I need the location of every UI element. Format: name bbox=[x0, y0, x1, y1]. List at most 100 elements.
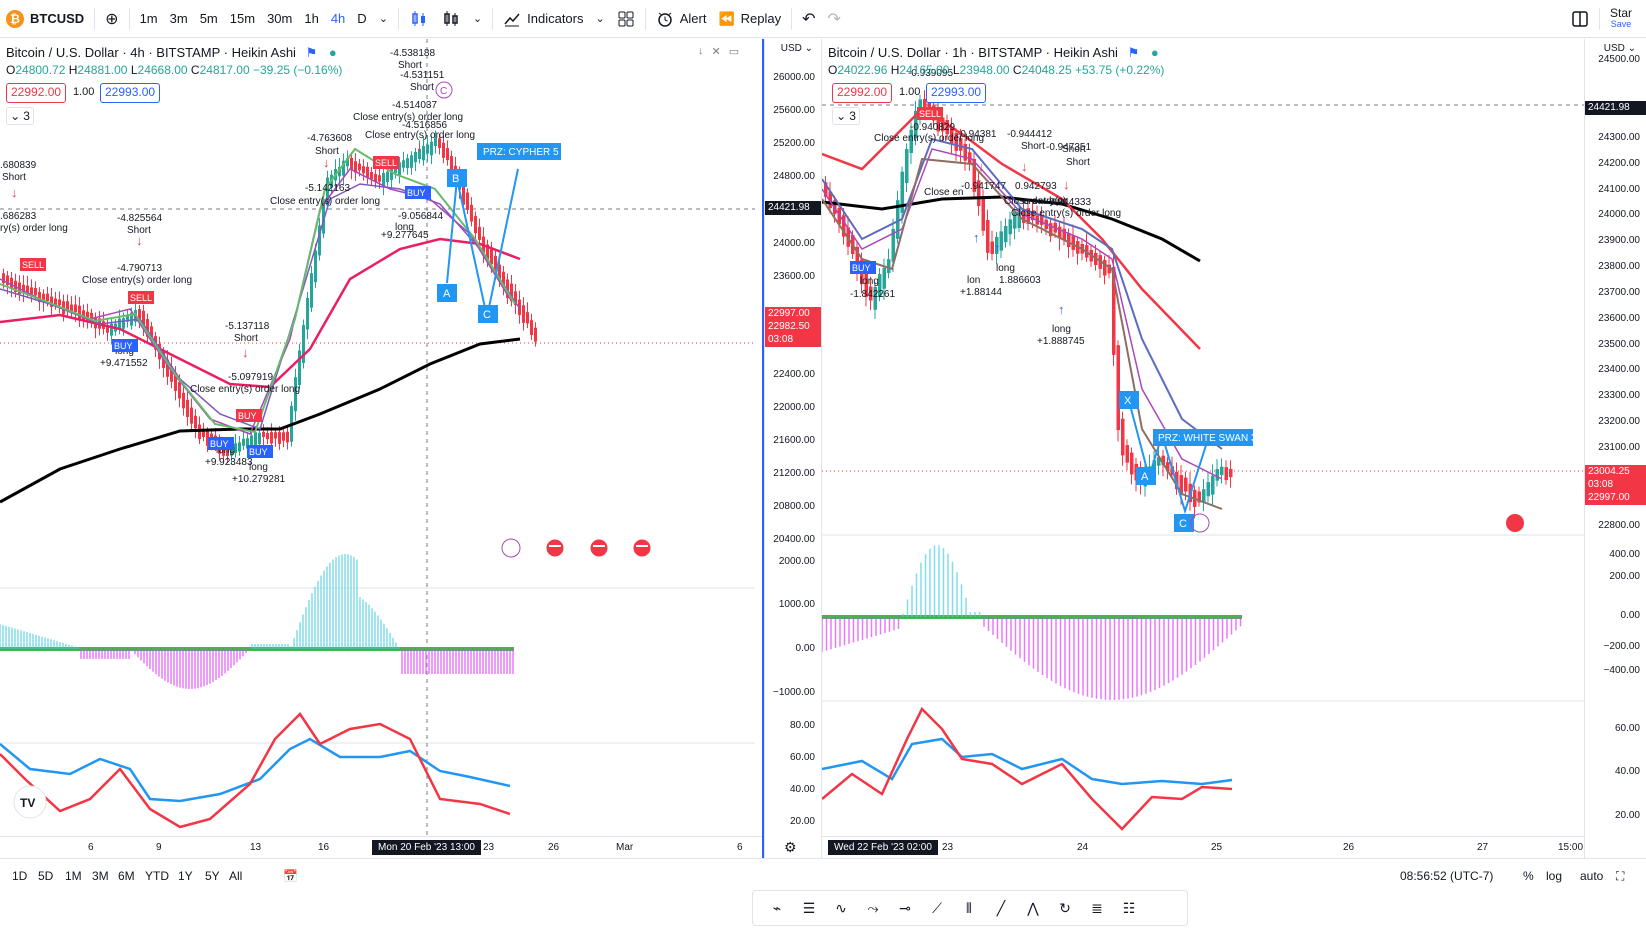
left-qty[interactable]: 1.00 bbox=[73, 86, 95, 98]
candle bbox=[474, 216, 477, 234]
range-6m[interactable]: 6M bbox=[118, 869, 135, 883]
currency-selector[interactable]: USD ⌄ bbox=[780, 43, 813, 54]
symbol-search[interactable]: ₿ BTCUSD bbox=[0, 0, 90, 38]
candle bbox=[842, 215, 846, 237]
bar-style-candles-button[interactable] bbox=[403, 0, 435, 38]
range-5y[interactable]: 5Y bbox=[205, 869, 220, 883]
long-arrow-icon: ↑ bbox=[1058, 302, 1065, 317]
head-shoulders-tool[interactable]: ⋀ bbox=[1021, 898, 1045, 918]
left-price-scale[interactable]: USD ⌄ 26000.00 25600.00 25200.00 24800.00 244… bbox=[764, 39, 822, 858]
left-sell-button[interactable]: 22992.00 bbox=[6, 83, 67, 103]
range-1y[interactable]: 1Y bbox=[178, 869, 193, 883]
chart-type-dropdown[interactable]: ⌄ bbox=[467, 0, 488, 38]
layout-toggle-button[interactable] bbox=[1565, 0, 1595, 38]
currency-selector[interactable]: USD ⌄ bbox=[1603, 43, 1636, 54]
price-tick: 25600.00 bbox=[773, 105, 815, 116]
trade-annotation: -4.763608 bbox=[307, 133, 352, 144]
xabcd-pattern-tool[interactable]: ⌁ bbox=[765, 898, 789, 918]
right-chart-pane[interactable]: X A C PRZ: WHITE SWAN 3 -0.939095 -0.940829 Cl… bbox=[822, 39, 1584, 858]
left-price-axis[interactable] bbox=[755, 39, 762, 836]
interval-dropdown[interactable]: ⌄ bbox=[373, 0, 394, 38]
right-time-axis[interactable]: 23 24 25 26 27 15:00 Wed 22 Feb '23 02:00 bbox=[822, 836, 1584, 858]
symbol-label: BTCUSD bbox=[30, 11, 85, 26]
right-sell-button[interactable]: 22992.00 bbox=[832, 83, 893, 103]
candle bbox=[494, 255, 497, 275]
interval-15m[interactable]: 15m bbox=[229, 11, 256, 26]
fullscreen-button[interactable]: ⛶ bbox=[1616, 869, 1624, 884]
range-1d[interactable]: 1D bbox=[12, 869, 28, 883]
right-indicator-collapse[interactable]: ⌄ 3 bbox=[832, 107, 860, 125]
maximize-icon[interactable]: ▭ bbox=[728, 46, 740, 58]
range-1m[interactable]: 1M bbox=[65, 869, 82, 883]
interval-3m[interactable]: 3m bbox=[169, 11, 188, 26]
time-tick: 23 bbox=[942, 842, 954, 853]
wave-tool[interactable]: ∿ bbox=[829, 898, 853, 918]
indicators-dropdown[interactable]: ⌄ bbox=[590, 0, 611, 38]
interval-1m[interactable]: 1m bbox=[139, 11, 158, 26]
interval-d[interactable]: D bbox=[357, 11, 367, 26]
undo-button[interactable]: ↶ bbox=[796, 0, 821, 38]
more-tools[interactable]: ☷ bbox=[1117, 898, 1141, 918]
divider bbox=[94, 7, 96, 30]
interval-30m[interactable]: 30m bbox=[267, 11, 293, 26]
interval-1h[interactable]: 1h bbox=[304, 11, 319, 26]
candle bbox=[1229, 468, 1233, 478]
candle bbox=[434, 137, 437, 146]
range-all[interactable]: All bbox=[229, 869, 243, 883]
right-qty[interactable]: 1.00 bbox=[899, 86, 921, 98]
compare-button[interactable]: ⊕ bbox=[99, 0, 124, 38]
candle bbox=[891, 228, 895, 262]
left-time-axis[interactable]: 6 9 13 16 23 26 Mar 6 Mon 20 Feb '23 13:00 bbox=[0, 836, 762, 858]
close-icon[interactable]: ✕ bbox=[711, 46, 721, 58]
log-toggle[interactable]: log bbox=[1546, 869, 1563, 883]
bar-style-hollow-button[interactable] bbox=[435, 0, 467, 38]
indicators-button[interactable]: Indicators bbox=[497, 0, 589, 38]
trade-annotation: ry(s) order long bbox=[0, 223, 68, 234]
interval-5m[interactable]: 5m bbox=[199, 11, 218, 26]
save-button[interactable]: Star Save bbox=[1604, 0, 1646, 38]
candle bbox=[418, 148, 421, 159]
right-price-scale[interactable]: USD ⌄ 24500.00 24300.00 24200.00 24100.00 240… bbox=[1584, 39, 1646, 858]
redo-button[interactable]: ↷ bbox=[822, 0, 847, 38]
horizontal-ray-tool[interactable]: ⊸ bbox=[893, 898, 917, 918]
range-ytd[interactable]: YTD bbox=[145, 869, 169, 883]
settings-button[interactable]: ⚙ bbox=[784, 839, 797, 856]
divider bbox=[492, 7, 494, 30]
trade-annotation: long bbox=[996, 263, 1015, 274]
replay-button[interactable]: ⏪ Replay bbox=[712, 0, 787, 38]
candle bbox=[1017, 208, 1021, 229]
alert-button[interactable]: Alert bbox=[650, 0, 713, 38]
left-indicator-collapse[interactable]: ⌄ 3 bbox=[6, 107, 34, 125]
calendar-range-button[interactable]: 📅 bbox=[283, 869, 298, 883]
pattern-label-c: C bbox=[483, 309, 491, 321]
short-arrow-icon: ↓ bbox=[416, 139, 423, 154]
left-buy-button[interactable]: 22993.00 bbox=[100, 83, 161, 103]
right-buy-button[interactable]: 22993.00 bbox=[926, 83, 987, 103]
chevron-down-icon: ⌄ bbox=[472, 13, 483, 25]
trend-line-tool[interactable]: ⟋ bbox=[925, 898, 949, 918]
trade-annotation: -0.944412 bbox=[1007, 129, 1052, 140]
path-tool[interactable]: ⤳ bbox=[861, 898, 885, 918]
last-price-label: 23004.25 bbox=[1585, 465, 1646, 479]
left-chart-pane[interactable]: A B C C PRZ: CYPHER 5 -4.538188 Short -4.531151… bbox=[0, 39, 764, 858]
pitchfork-tool[interactable]: ⫴ bbox=[957, 898, 981, 918]
fib-tool[interactable]: ≣ bbox=[1085, 898, 1109, 918]
ray-tool[interactable]: ╱ bbox=[989, 898, 1013, 918]
lines-tool[interactable]: ☰ bbox=[797, 898, 821, 918]
candle bbox=[398, 162, 401, 176]
candle bbox=[470, 204, 473, 222]
auto-toggle[interactable]: auto bbox=[1580, 869, 1604, 883]
range-3m[interactable]: 3M bbox=[92, 869, 109, 883]
interval-4h[interactable]: 4h bbox=[330, 11, 346, 26]
clock-time[interactable]: 08:56:52 (UTC-7) bbox=[1400, 869, 1494, 883]
layout-button[interactable] bbox=[611, 0, 641, 38]
last-price-label-2: 22982.50 bbox=[765, 320, 821, 334]
percent-toggle[interactable]: % bbox=[1523, 869, 1534, 883]
range-5d[interactable]: 5D bbox=[38, 869, 54, 883]
right-chart-title: Bitcoin / U.S. Dollar · 1h · BITSTAMP · … bbox=[828, 45, 1159, 61]
cycle-tool[interactable]: ↻ bbox=[1053, 898, 1077, 918]
candle bbox=[981, 198, 985, 231]
arrow-down-icon[interactable]: ↓ bbox=[698, 45, 704, 57]
